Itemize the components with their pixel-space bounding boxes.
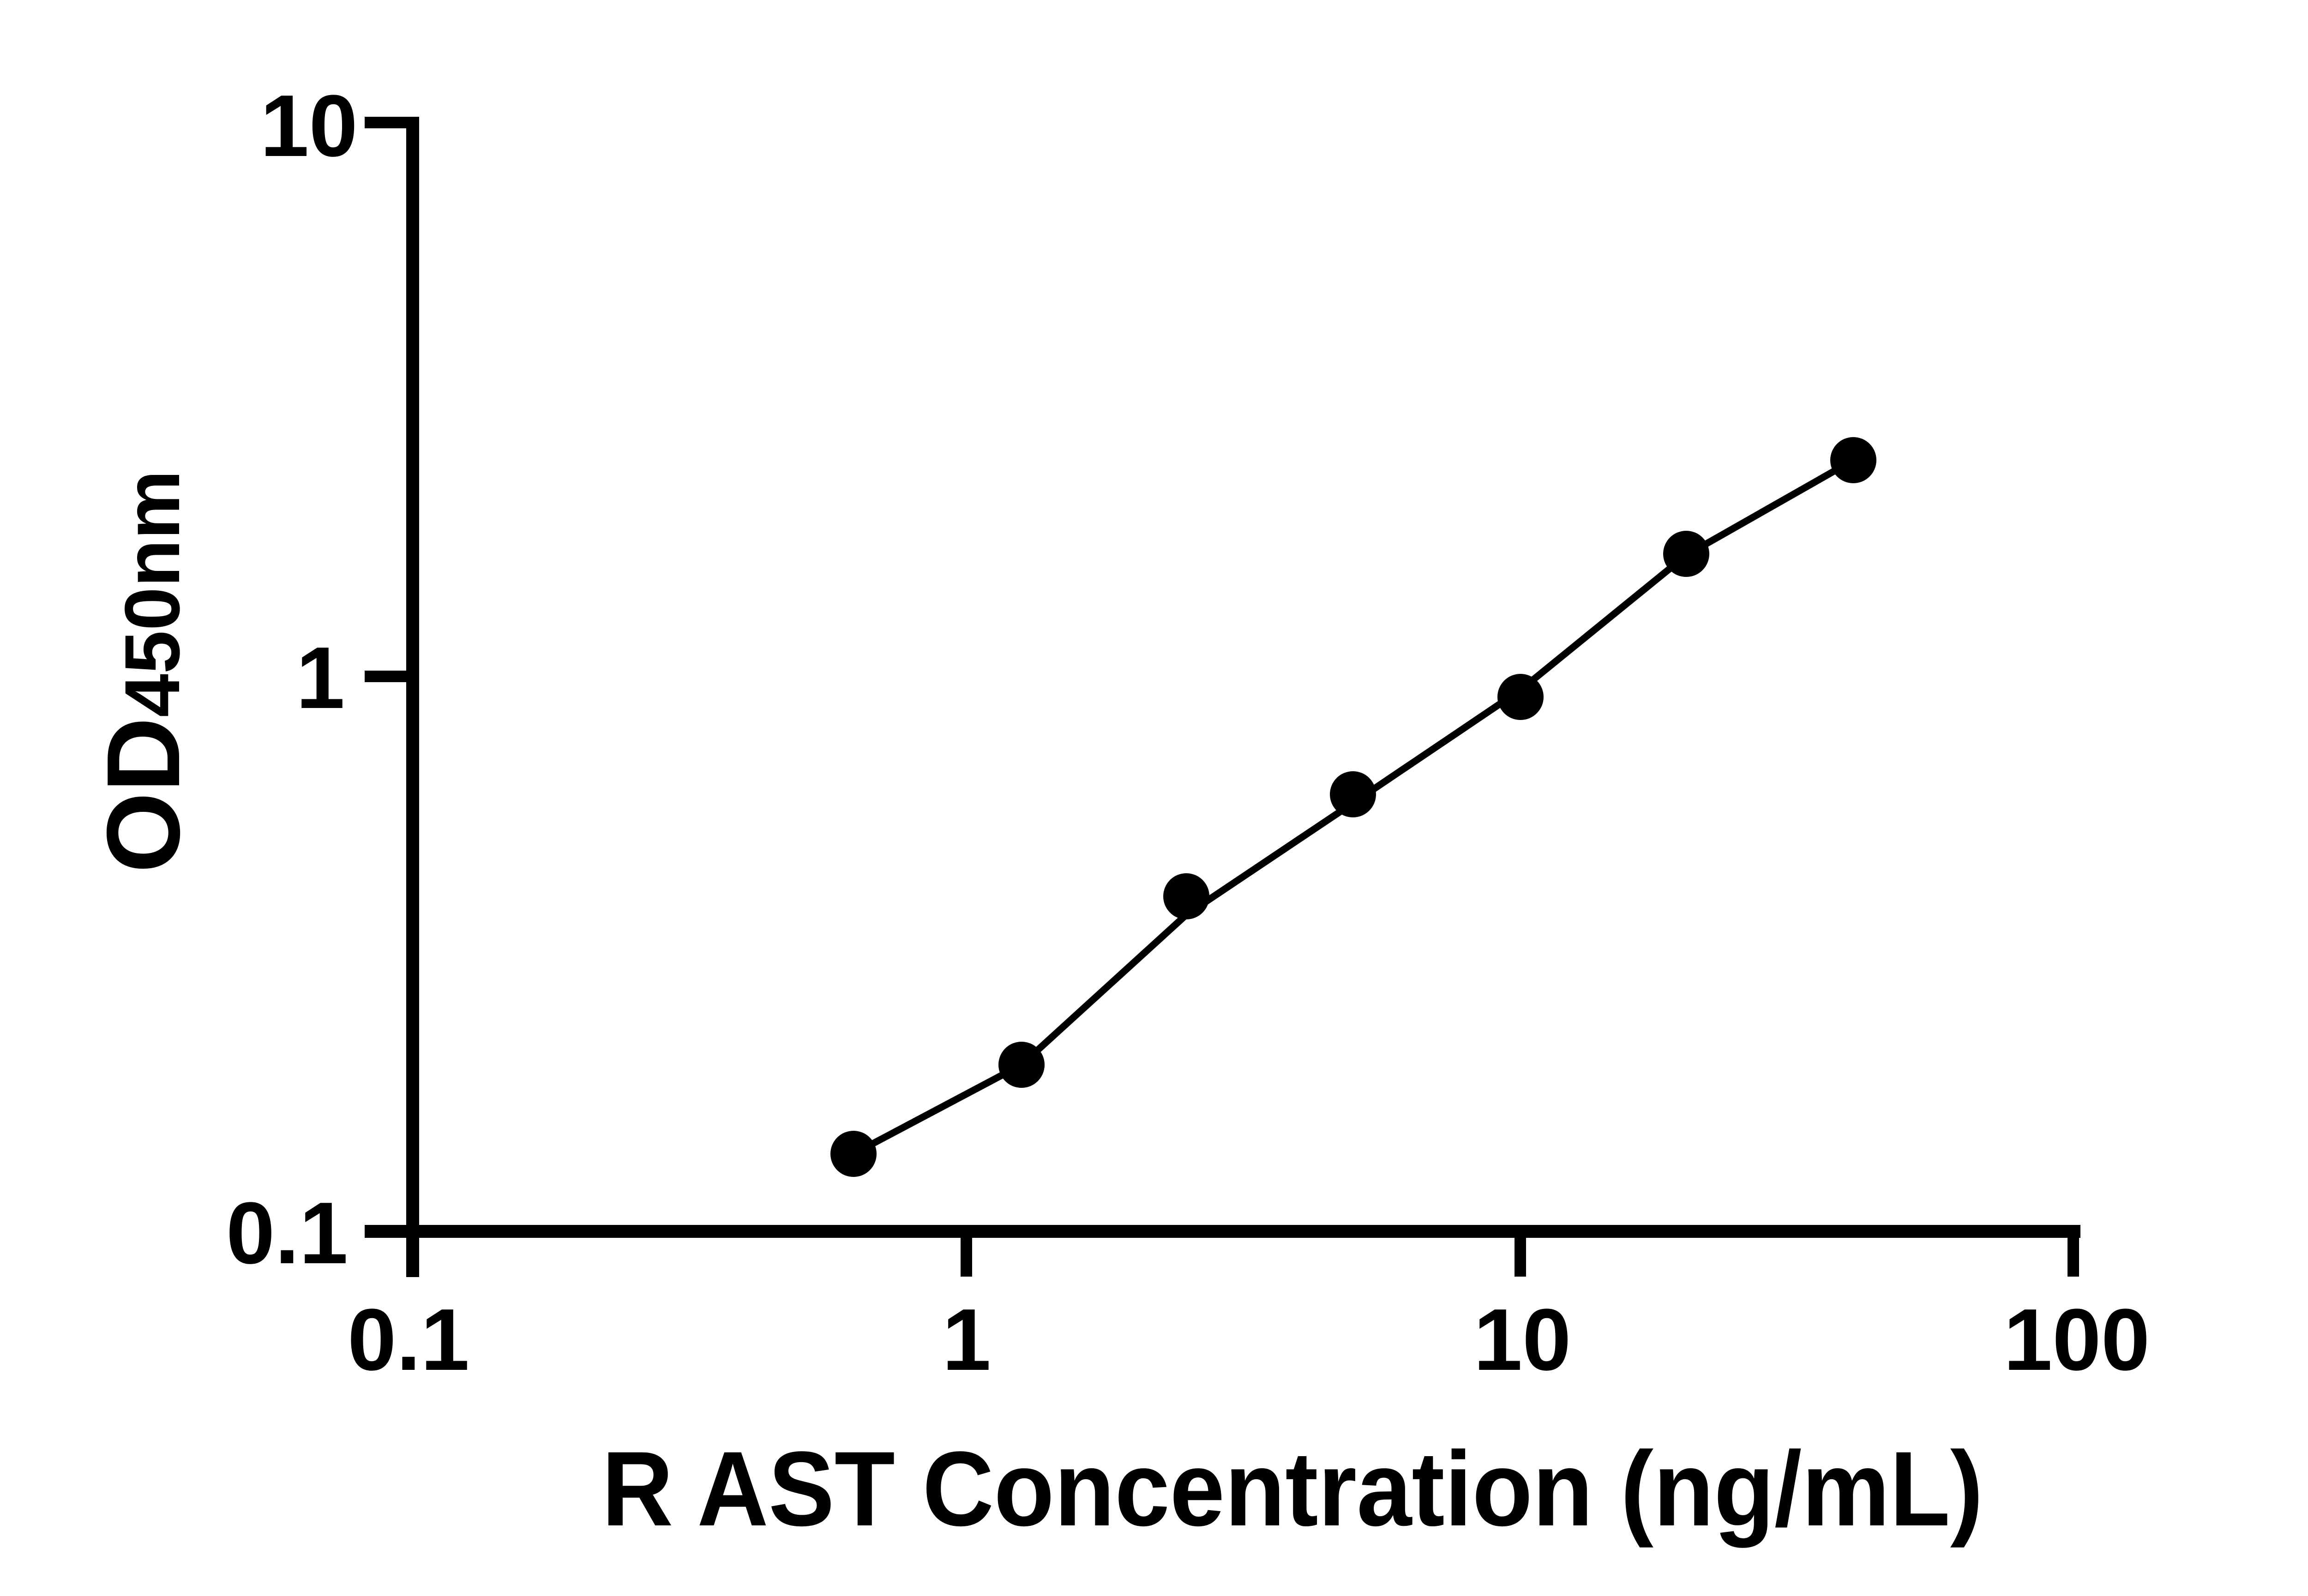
svg-text:R AST Concentration (ng/mL): R AST Concentration (ng/mL) (602, 1430, 1983, 1548)
svg-text:OD450nm: OD450nm (85, 470, 201, 873)
svg-text:10: 10 (1473, 1291, 1571, 1389)
svg-text:1: 1 (296, 629, 345, 727)
svg-text:100: 100 (2003, 1291, 2150, 1389)
svg-text:10: 10 (260, 77, 358, 175)
svg-text:0.1: 0.1 (348, 1291, 469, 1389)
svg-text:0.1: 0.1 (226, 1184, 348, 1282)
svg-text:1: 1 (942, 1291, 991, 1389)
